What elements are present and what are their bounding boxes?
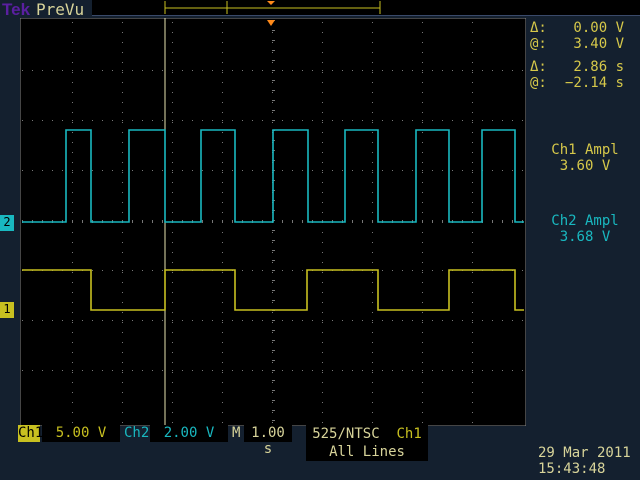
trigger-readout[interactable]: 525/NTSC Ch1 All Lines (306, 425, 428, 461)
acquisition-mode: PreVu (36, 0, 85, 19)
ch1-waveform (22, 269, 524, 311)
ch1-scale[interactable]: 5.00 V (42, 425, 120, 442)
ch1-ampl-label: Ch1 Ampl (551, 142, 619, 158)
trigger-source: Ch1 (396, 426, 422, 442)
ch2-ampl-value: 3.68 V (559, 229, 611, 245)
cursor2-at: −2.14 s (564, 75, 624, 91)
ch2-ground-marker[interactable]: 2 (0, 215, 14, 231)
cursor1-delta: 0.00 V (573, 20, 624, 36)
main-timebase-label: M (232, 425, 241, 441)
cursor2-delta-label: Δ: (530, 59, 547, 75)
waveform-graticule[interactable] (20, 18, 526, 426)
timebase-value[interactable]: 1.00 s (244, 425, 292, 457)
cursor1-at: 3.40 V (573, 36, 624, 52)
ch2-scale[interactable]: 2.00 V (150, 425, 228, 442)
date: 29 Mar 2011 (538, 445, 631, 461)
trigger-position-icon (267, 20, 275, 26)
ch1-ampl-value: 3.60 V (559, 158, 611, 174)
trigger-lines: All Lines (329, 444, 405, 460)
cursor1-delta-label: Δ: (530, 20, 547, 36)
trigger-position-icon (267, 1, 275, 5)
record-view-graphic (164, 1, 381, 14)
cursor2-delta: 2.86 s (573, 59, 624, 75)
record-view-bar (92, 0, 640, 16)
ch2-label[interactable]: Ch2 (124, 425, 150, 441)
ch1-label[interactable]: Ch1 (18, 425, 44, 442)
ch2-waveform (22, 129, 524, 223)
ch1-ground-marker[interactable]: 1 (0, 302, 14, 318)
video-standard: 525/NTSC (312, 426, 380, 442)
ch2-ampl-label: Ch2 Ampl (551, 213, 619, 229)
cursor1-at-label: @: (530, 36, 547, 52)
time: 15:43:48 (538, 461, 606, 477)
cursor2-at-label: @: (530, 75, 547, 91)
tek-logo: Tek (2, 0, 31, 19)
